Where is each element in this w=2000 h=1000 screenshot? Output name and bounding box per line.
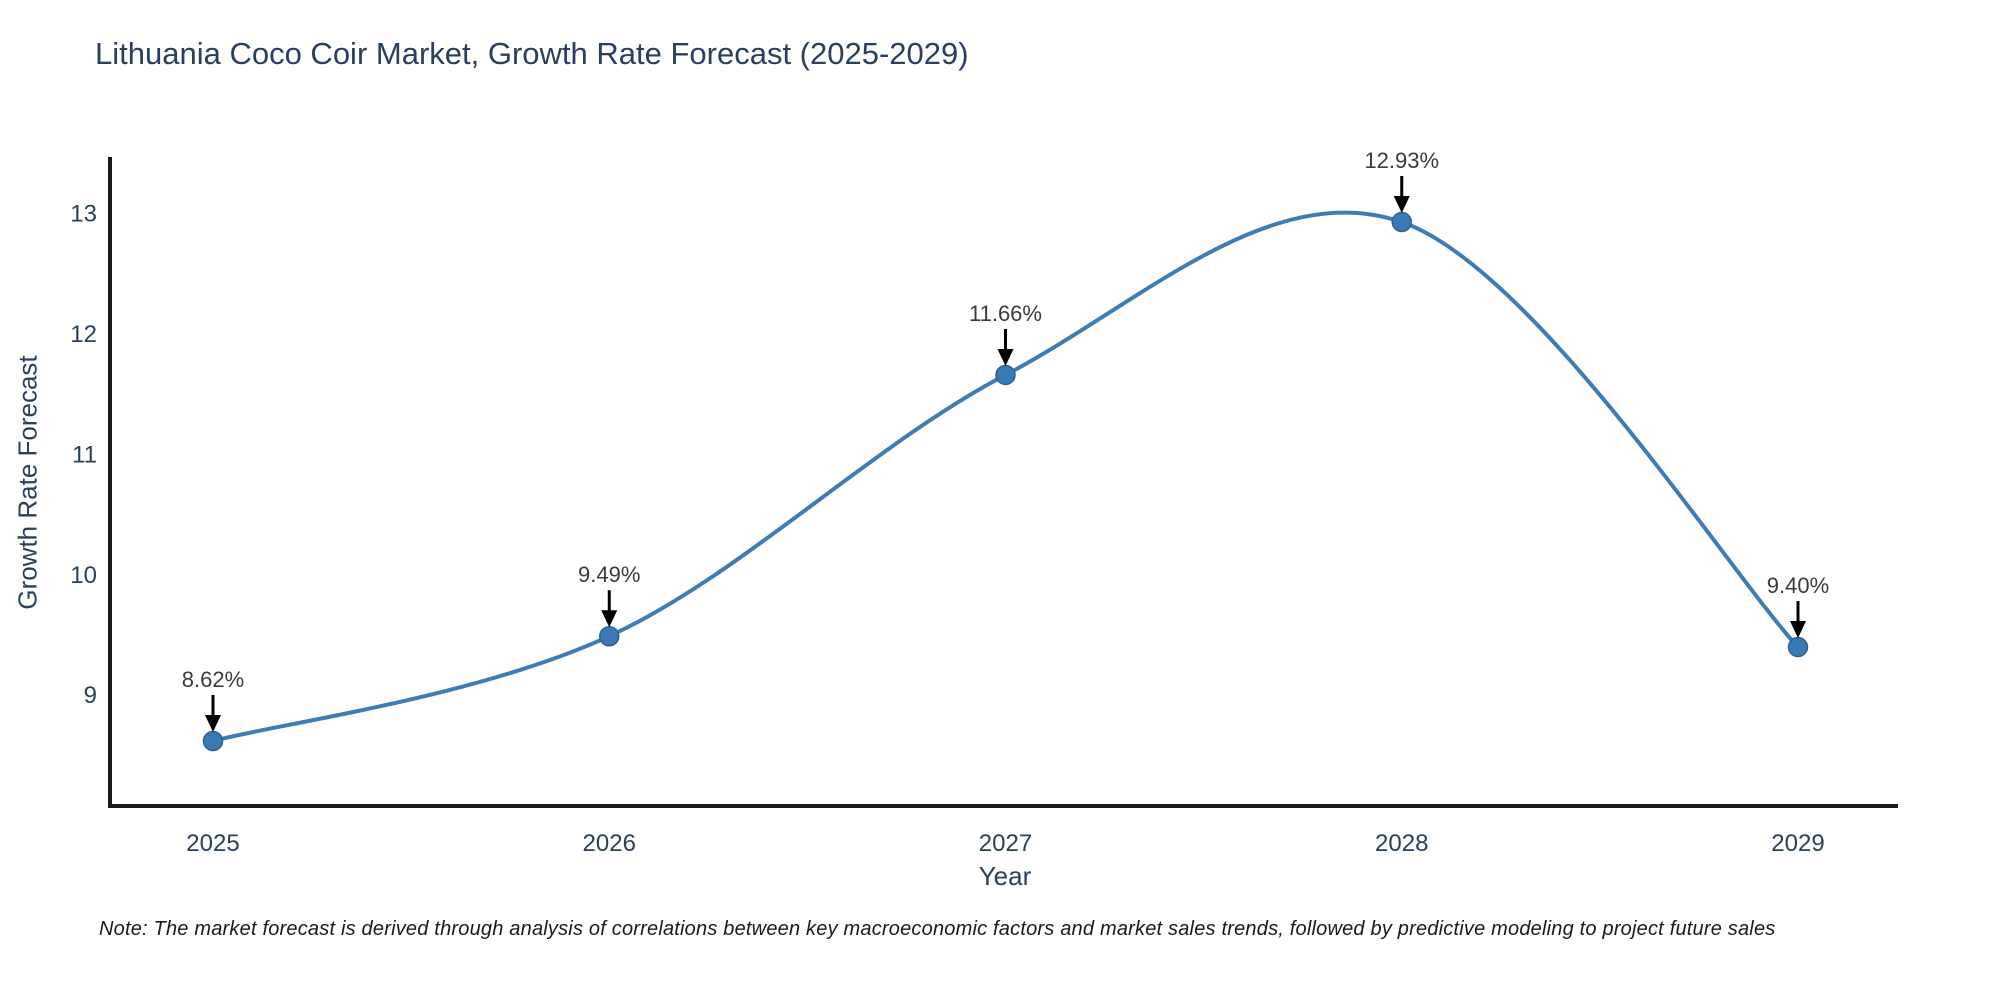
- data-point-marker-2025: [202, 730, 224, 752]
- annotation-arrow-head: [205, 714, 221, 732]
- data-point-marker-2029: [1787, 636, 1809, 658]
- footnote: Note: The market forecast is derived thr…: [99, 918, 1776, 940]
- y-tick-label: 12: [70, 321, 97, 348]
- x-tick-label: 2029: [1771, 830, 1824, 857]
- annotation-arrow-head: [1393, 196, 1410, 214]
- x-tick-label: 2025: [186, 830, 239, 857]
- y-axis-title: Growth Rate Forecast: [12, 355, 43, 610]
- annotation-arrow-head: [1790, 621, 1806, 639]
- annotation-label: 12.93%: [1364, 148, 1439, 173]
- x-tick-label: 2026: [583, 830, 636, 857]
- chart-title: Lithuania Coco Coir Market, Growth Rate …: [95, 36, 969, 71]
- annotation-label: 8.62%: [182, 667, 244, 692]
- y-tick-label: 11: [72, 441, 97, 468]
- y-tick-label: 9: [84, 682, 97, 709]
- annotation-arrow-head: [997, 348, 1014, 366]
- x-tick-label: 2028: [1375, 830, 1428, 857]
- trend-line: [211, 210, 1800, 743]
- annotation-arrow-head: [601, 610, 618, 628]
- y-tick-label: 13: [70, 201, 97, 228]
- annotation-label: 9.49%: [578, 562, 640, 587]
- data-point-marker-2026: [599, 625, 620, 647]
- x-tick-label: 2027: [979, 830, 1032, 857]
- data-point-marker-2027: [995, 364, 1016, 386]
- y-tick-label: 10: [70, 562, 97, 589]
- annotation-label: 11.66%: [969, 301, 1042, 326]
- annotation-label: 9.40%: [1767, 573, 1829, 598]
- data-point-marker-2028: [1391, 211, 1412, 233]
- x-axis-title: Year: [978, 861, 1032, 891]
